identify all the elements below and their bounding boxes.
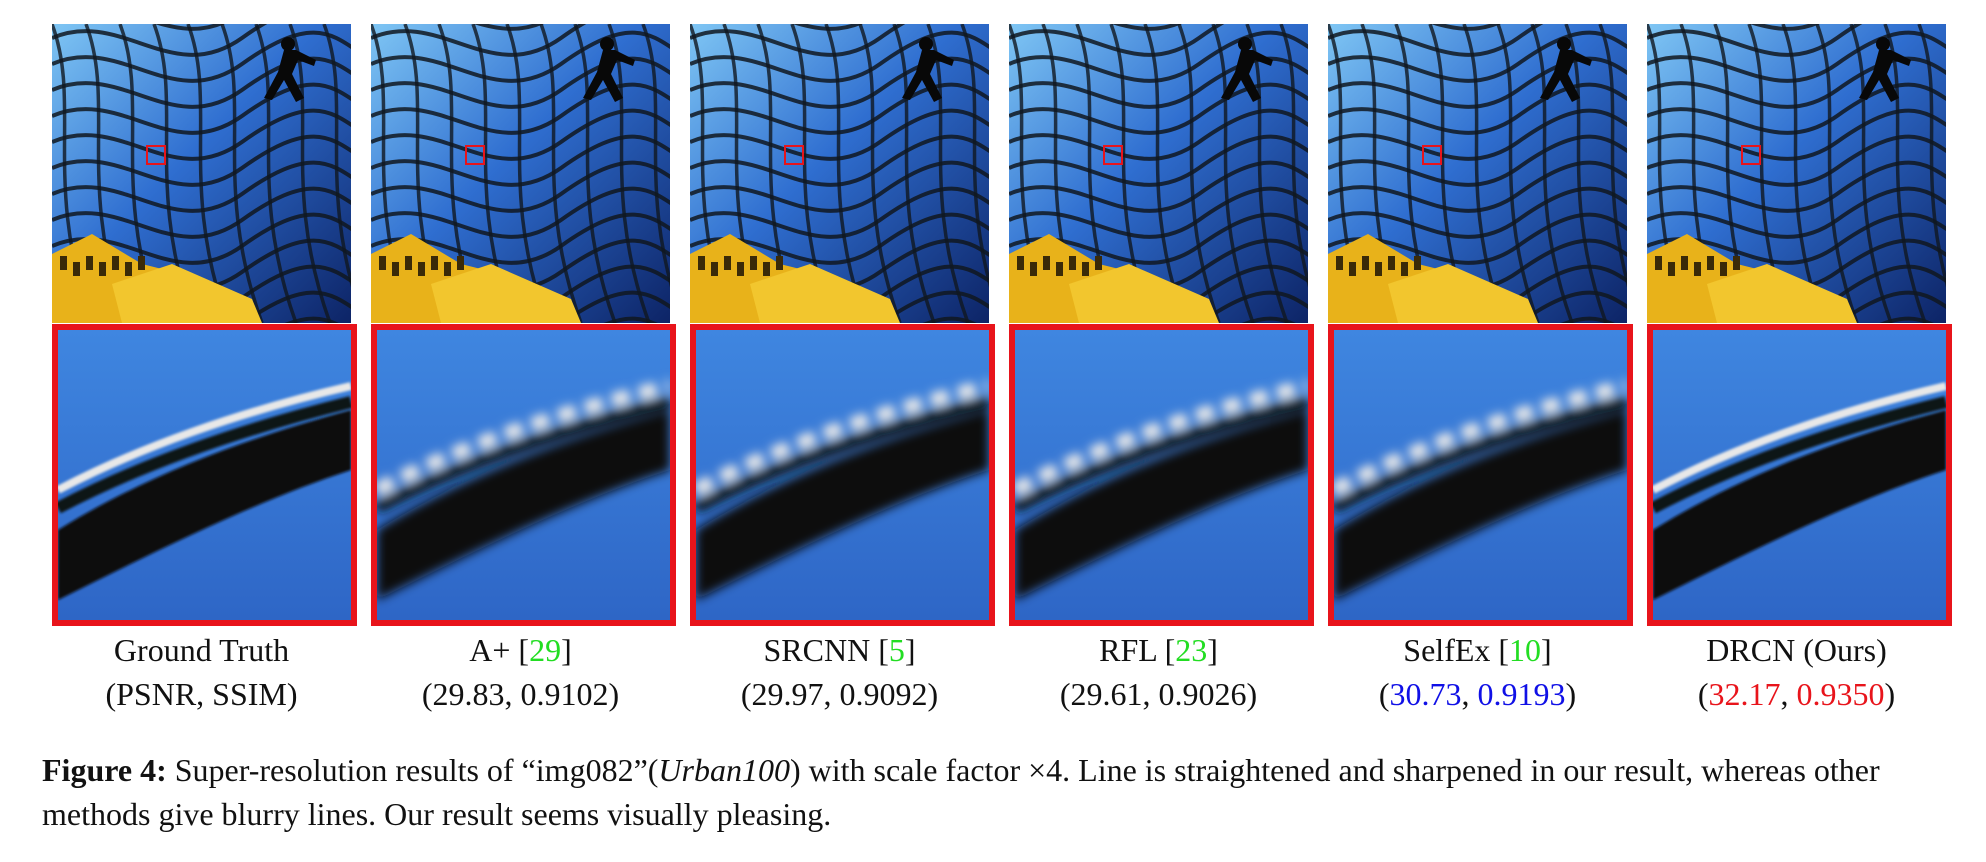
zoomed-crop [1647, 324, 1952, 626]
citation-link[interactable]: 23 [1175, 632, 1208, 668]
full-image-thumbnail [690, 24, 989, 323]
method-label: Ground Truth (PSNR, SSIM) [22, 628, 381, 716]
zoomed-crop [1009, 324, 1314, 626]
ssim-value: 0.9026 [1158, 676, 1247, 712]
metric-values: (29.83, 0.9102) [421, 676, 620, 712]
method-name-line: RFL [23] [1099, 632, 1218, 668]
ssim-value: 0.9193 [1477, 676, 1566, 712]
method-label: SelfEx [10] (30.73, 0.9193) [1298, 628, 1657, 716]
method-name-line: SelfEx [10] [1403, 632, 1552, 668]
psnr-value: 32.17 [1708, 676, 1781, 712]
zoomed-crop [1328, 324, 1633, 626]
method-name-line: DRCN (Ours) [1617, 628, 1976, 672]
zoomed-crop [52, 324, 357, 626]
psnr-value: 29.61 [1070, 676, 1143, 712]
caption-label: Figure 4: [42, 752, 167, 788]
full-image-thumbnail [1328, 24, 1627, 323]
psnr-value: 29.83 [432, 676, 505, 712]
method-name: RFL [1099, 632, 1157, 668]
method-name: SelfEx [1403, 632, 1491, 668]
ssim-value: 0.9092 [839, 676, 928, 712]
method-label: DRCN (Ours) (32.17, 0.9350) [1617, 628, 1976, 716]
metric-values: (30.73, 0.9193) [1378, 676, 1577, 712]
method-name-line: Ground Truth [22, 628, 381, 672]
method-name: DRCN (Ours) [1706, 632, 1887, 668]
caption-dataset: Urban100 [658, 752, 790, 788]
method-name-line: A+ [29] [469, 632, 572, 668]
method-name: A+ [469, 632, 511, 668]
citation-link[interactable]: 10 [1509, 632, 1542, 668]
ssim-value: 0.9102 [520, 676, 609, 712]
figure-4: Ground Truth (PSNR, SSIM) [22, 24, 1976, 716]
metric-header: (PSNR, SSIM) [105, 676, 298, 712]
ssim-value: 0.9350 [1796, 676, 1885, 712]
method-label: A+ [29] (29.83, 0.9102) [341, 628, 700, 716]
method-name-line: SRCNN [5] [763, 632, 916, 668]
method-label: RFL [23] (29.61, 0.9026) [979, 628, 1338, 716]
metric-values: (32.17, 0.9350) [1697, 676, 1896, 712]
citation-link[interactable]: 5 [888, 632, 905, 668]
method-name: Ground Truth [113, 632, 290, 668]
metric-values: (29.61, 0.9026) [1059, 676, 1258, 712]
caption-text-before: Super-resolution results of “img082”( [166, 752, 659, 788]
figure-caption: Figure 4: Super-resolution results of “i… [42, 748, 1942, 836]
full-image-thumbnail [1647, 24, 1946, 323]
psnr-value: 30.73 [1389, 676, 1462, 712]
metric-values: (29.97, 0.9092) [740, 676, 939, 712]
zoomed-crop [371, 324, 676, 626]
full-image-thumbnail [371, 24, 670, 323]
caption-text-after: ) with scale factor ×4. Line is straight… [42, 752, 1880, 832]
psnr-value: 29.97 [751, 676, 824, 712]
full-image-thumbnail [1009, 24, 1308, 323]
method-label: SRCNN [5] (29.97, 0.9092) [660, 628, 1019, 716]
citation-link[interactable]: 29 [529, 632, 562, 668]
full-image-thumbnail [52, 24, 351, 323]
method-name: SRCNN [763, 632, 871, 668]
zoomed-crop [690, 324, 995, 626]
